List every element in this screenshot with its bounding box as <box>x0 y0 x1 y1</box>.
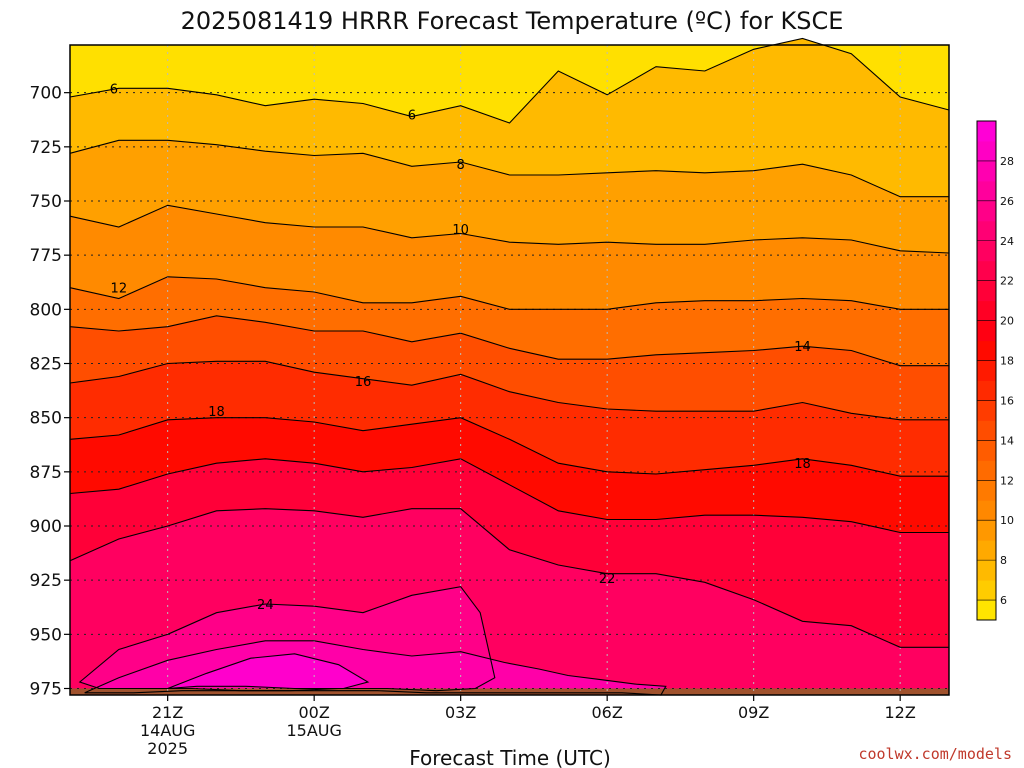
isotherm-label-8: 18 <box>794 457 811 472</box>
isotherm-8 <box>69 139 949 198</box>
isotherm-12 <box>69 276 949 310</box>
colorbar-band-25 <box>977 200 996 222</box>
isotherm-6 <box>69 37 950 124</box>
y-tick-label-875: 875 <box>30 463 62 483</box>
x-tick-year-21Z: 2025 <box>147 739 188 758</box>
colorbar-band-9 <box>977 520 996 541</box>
isotherm-label-7: 18 <box>208 405 225 420</box>
plot-frame <box>69 44 950 696</box>
isotherm-26 <box>84 640 667 696</box>
credit-text: coolwx.com/models <box>858 745 1012 763</box>
colorbar-band-19 <box>977 320 996 342</box>
colorbar-band-20 <box>977 300 996 322</box>
y-tick-label-900: 900 <box>30 517 62 537</box>
colorbar-tick-18: 18 <box>1000 355 1014 368</box>
colorbar-band-28 <box>977 140 996 162</box>
colorbar-band-14 <box>977 420 996 441</box>
colorbar: 6 8 10 12 14 16 18 20 22 24 26 28 <box>976 120 1014 621</box>
isotherm-label-1: 6 <box>408 108 416 123</box>
x-tick-label-09Z: 09Z <box>738 703 769 722</box>
colorbar-tick-16: 16 <box>1000 394 1014 407</box>
colorbar-band-21 <box>977 280 996 302</box>
isotherm-label-5: 14 <box>794 340 811 355</box>
plot-area <box>70 38 949 696</box>
colorbar-band-23 <box>977 240 996 262</box>
isotherm-22 <box>69 508 949 648</box>
colorbar-band-15 <box>977 400 996 421</box>
x-tick-label-12Z: 12Z <box>885 703 916 722</box>
colorbar-tick-24: 24 <box>1000 235 1014 248</box>
colorbar-border <box>976 120 997 621</box>
colorbar-band-8 <box>977 540 996 561</box>
y-tick-label-975: 975 <box>30 680 62 700</box>
y-tick-label-850: 850 <box>30 409 62 429</box>
isotherm-lines <box>69 37 950 696</box>
colorbar-band-24 <box>977 220 996 242</box>
colorbar-band-18 <box>977 340 996 362</box>
isotherm-10 <box>69 204 950 254</box>
colorbar-band-17 <box>977 360 996 381</box>
isotherm-20 <box>69 458 949 534</box>
isotherm-18 <box>69 417 949 477</box>
y-tick-label-925: 925 <box>30 571 62 591</box>
isotherm-24 <box>78 586 496 692</box>
y-tick-label-725: 725 <box>30 138 62 158</box>
fill-core-28 <box>167 653 368 689</box>
colorbar-band-7 <box>977 560 996 581</box>
isotherm-16 <box>69 360 949 421</box>
isotherm-28 <box>167 653 370 690</box>
isotherm-label-6: 16 <box>355 375 372 390</box>
colorbar-band-4 <box>977 600 996 621</box>
isotherm-label-10: 22 <box>599 572 616 587</box>
x-tick-label-06Z: 06Z <box>592 703 623 722</box>
isotherm-14 <box>69 315 949 367</box>
colorbar-tick-22: 22 <box>1000 275 1014 288</box>
pressure-axis: 700 725 750 775 800 825 850 875 900 925 950 975 <box>30 84 70 700</box>
ground <box>70 688 949 695</box>
colorbar-band-10 <box>977 500 996 521</box>
colorbar-band-16 <box>977 380 996 401</box>
x-tick-date-00Z: 15AUG <box>286 721 341 740</box>
colorbar-tick-14: 14 <box>1000 434 1014 447</box>
x-tick-label-03Z: 03Z <box>445 703 476 722</box>
colorbar-band-26 <box>977 180 996 202</box>
y-tick-label-775: 775 <box>30 246 62 266</box>
isotherm-label-2: 8 <box>457 158 465 173</box>
colorbar-tick-6: 6 <box>1000 594 1007 607</box>
x-tick-label-21Z: 21Z <box>152 703 183 722</box>
colorbar-tick-12: 12 <box>1000 474 1014 487</box>
y-tick-label-800: 800 <box>30 300 62 320</box>
isotherm-label-0: 6 <box>110 82 118 97</box>
x-axis-label: Forecast Time (UTC) <box>409 746 611 768</box>
x-tick-label-00Z: 00Z <box>299 703 330 722</box>
y-tick-label-825: 825 <box>30 355 62 375</box>
chart-title: 2025081419 HRRR Forecast Temperature (ºC… <box>181 7 844 35</box>
isotherm-label-4: 12 <box>111 282 128 297</box>
colorbar-tick-20: 20 <box>1000 315 1014 328</box>
colorbar-band-13 <box>977 440 996 461</box>
plot-border <box>69 44 950 696</box>
isotherm-label-9: 24 <box>257 598 274 613</box>
isotherm-labels: 6 6 8 10 12 14 16 18 18 24 22 <box>110 82 811 613</box>
colorbar-band-11 <box>977 480 996 501</box>
colorbar-tick-8: 8 <box>1000 554 1007 567</box>
colorbar-band-12 <box>977 460 996 481</box>
colorbar-band-29 <box>977 121 996 142</box>
colorbar-tick-28: 28 <box>1000 155 1014 168</box>
y-tick-label-700: 700 <box>30 84 62 104</box>
y-tick-label-750: 750 <box>30 192 62 212</box>
isotherm-label-3: 10 <box>452 223 469 238</box>
colorbar-tick-26: 26 <box>1000 195 1014 208</box>
colorbar-band-22 <box>977 260 996 282</box>
colorbar-tick-10: 10 <box>1000 514 1014 527</box>
colorbar-band-6 <box>977 580 996 601</box>
colorbar-band-27 <box>977 160 996 182</box>
x-tick-date-21Z: 14AUG <box>140 721 195 740</box>
y-tick-label-950: 950 <box>30 625 62 645</box>
